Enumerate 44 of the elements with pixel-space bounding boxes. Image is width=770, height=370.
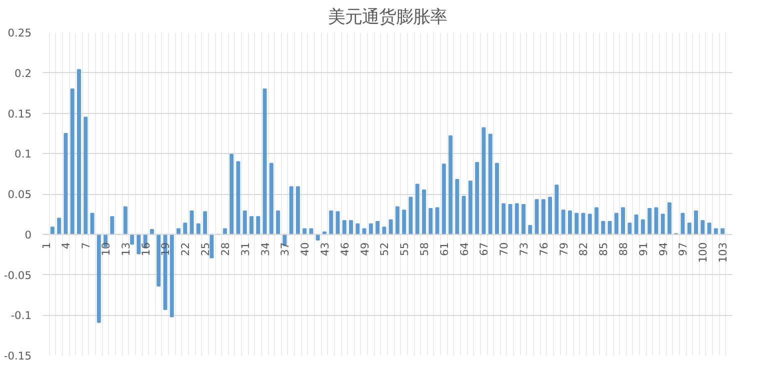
y-tick-label: 0.1 (14, 148, 32, 161)
chart-title: 美元通货膨胀率 (328, 8, 447, 28)
x-tick-label: 103 (716, 242, 730, 263)
x-tick-label: 82 (577, 242, 590, 256)
x-tick-label: 49 (358, 242, 372, 256)
y-tick-label: 0.25 (8, 26, 32, 40)
x-tick-label: 46 (338, 242, 352, 256)
y-tick-label: 0.2 (14, 66, 32, 80)
x-tick-label: 70 (498, 242, 511, 256)
x-tick-label: 34 (258, 242, 272, 256)
x-tick-label: 13 (119, 242, 132, 256)
x-tick-label: 31 (238, 242, 252, 256)
x-tick-label: 52 (378, 242, 392, 256)
x-tick-label: 73 (518, 242, 531, 256)
x-tick-label: 94 (656, 242, 670, 256)
x-tick-label: 43 (318, 242, 332, 256)
x-tick-label: 61 (438, 242, 451, 256)
x-tick-label: 16 (139, 242, 152, 256)
x-tick-label: 37 (278, 242, 292, 256)
y-tick-label: -0.1 (10, 309, 32, 322)
y-tick-label: 0.05 (8, 188, 32, 201)
x-tick-label: 91 (636, 242, 650, 256)
y-tick-label: -0.05 (4, 268, 32, 282)
y-tick-label: 0 (24, 228, 32, 242)
x-tick-label: 22 (179, 242, 192, 256)
x-tick-label: 40 (298, 242, 312, 256)
y-tick-label: -0.15 (4, 350, 32, 362)
x-tick-label: 25 (199, 242, 212, 256)
x-tick-label: 67 (478, 242, 491, 256)
x-tick-label: 64 (458, 242, 471, 256)
x-tick-label: 28 (218, 242, 232, 256)
x-tick-label: 88 (617, 242, 630, 256)
x-tick-label: 19 (159, 242, 172, 256)
x-tick-label: 58 (418, 242, 431, 256)
x-tick-label: 55 (398, 242, 412, 256)
x-tick-label: 97 (676, 242, 690, 256)
x-tick-label: 10 (100, 242, 113, 256)
x-tick-label: 4 (60, 242, 73, 250)
x-tick-label: 7 (80, 242, 93, 250)
x-tick-label: 85 (597, 242, 610, 256)
x-tick-label: 100 (696, 242, 710, 263)
x-tick-label: 76 (537, 242, 550, 256)
x-tick-label: 79 (557, 242, 570, 256)
y-tick-label: 0.15 (8, 107, 32, 120)
